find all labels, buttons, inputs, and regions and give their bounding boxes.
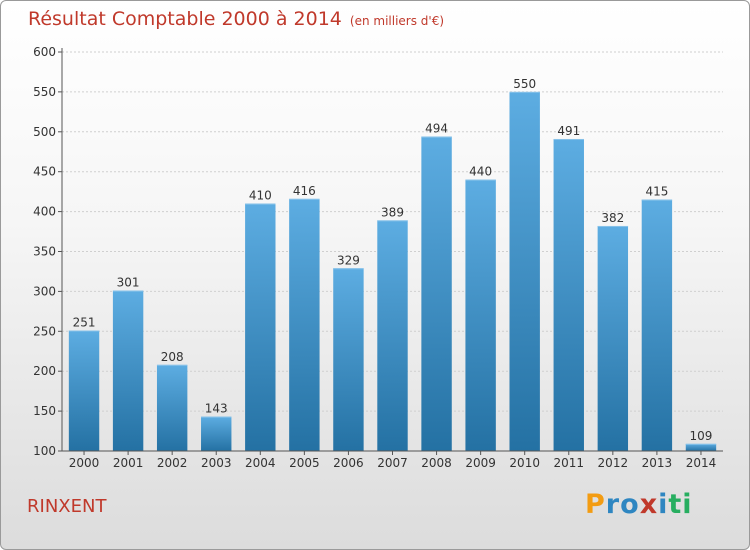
x-tick-label: 2003 <box>201 456 232 470</box>
bar <box>509 91 540 452</box>
bar <box>333 268 364 451</box>
bar-value-label: 143 <box>205 402 228 416</box>
bar-value-label: 550 <box>513 77 536 91</box>
y-tick-label: 550 <box>33 85 56 99</box>
bar <box>112 290 144 451</box>
logo-letter: i <box>658 489 669 520</box>
logo-letter: i <box>682 489 693 520</box>
logo-letter: t <box>668 489 683 520</box>
y-tick-label: 150 <box>33 404 56 418</box>
x-tick-label: 2009 <box>465 456 496 470</box>
bar-value-label: 329 <box>337 253 360 267</box>
x-tick-label: 2013 <box>642 456 673 470</box>
bar-value-label: 382 <box>601 211 624 225</box>
y-tick-label: 600 <box>33 45 56 59</box>
chart-title: Résultat Comptable 2000 à 2014 (en millie… <box>28 8 444 30</box>
bar <box>465 179 496 451</box>
y-tick-label: 450 <box>33 165 56 179</box>
proxiti-logo: Proxiti <box>585 489 693 520</box>
y-tick-label: 200 <box>33 364 56 378</box>
bar-value-label: 389 <box>381 205 404 219</box>
bar <box>553 138 584 451</box>
y-tick-label: 350 <box>33 245 56 259</box>
bar <box>68 330 100 451</box>
x-tick-label: 2004 <box>245 456 276 470</box>
bar-value-label: 416 <box>293 184 316 198</box>
y-tick-label: 500 <box>33 125 56 139</box>
y-tick-label: 400 <box>33 205 56 219</box>
x-tick-label: 2001 <box>113 456 144 470</box>
bar-value-label: 301 <box>117 276 140 290</box>
bar <box>289 198 320 451</box>
x-tick-label: 2011 <box>553 456 584 470</box>
bar <box>377 220 408 451</box>
x-tick-label: 2000 <box>69 456 100 470</box>
axes: 100 150 200 250 300 350 400 450 500 550 600 2000 200… <box>33 45 723 470</box>
x-tick-label: 2012 <box>598 456 629 470</box>
bars: 251 301 208 143 410 416 329 389 494 440 550 491 382 4… <box>68 77 717 452</box>
bar <box>685 443 717 451</box>
bar <box>156 364 188 451</box>
chart-title-text: Résultat Comptable 2000 à 2014 <box>28 8 342 30</box>
y-tick-label: 300 <box>33 284 56 298</box>
bar <box>641 199 673 451</box>
logo-letter: r <box>605 489 621 520</box>
bar <box>421 136 452 451</box>
x-tick-label: 2014 <box>686 456 717 470</box>
y-tick-label: 100 <box>33 444 56 458</box>
bar-value-label: 440 <box>469 165 492 179</box>
x-tick-label: 2010 <box>509 456 540 470</box>
bar <box>597 225 629 451</box>
x-tick-label: 2002 <box>157 456 188 470</box>
x-tick-label: 2008 <box>421 456 452 470</box>
bar <box>245 203 276 451</box>
y-tick-label: 250 <box>33 324 56 338</box>
bar-value-label: 415 <box>645 185 668 199</box>
bar <box>201 416 232 451</box>
logo-letter: o <box>620 489 640 520</box>
bar-value-label: 494 <box>425 122 448 136</box>
x-tick-label: 2007 <box>377 456 408 470</box>
bar-value-label: 251 <box>73 316 96 330</box>
bar-value-label: 208 <box>161 350 184 364</box>
logo-letter: x <box>639 489 659 520</box>
bar-value-label: 491 <box>557 124 580 138</box>
bar-value-label: 410 <box>249 189 272 203</box>
bar-value-label: 109 <box>690 429 713 443</box>
logo-letter: P <box>585 489 606 520</box>
commune-name: RINXENT <box>27 496 107 517</box>
x-tick-label: 2006 <box>333 456 364 470</box>
x-tick-label: 2005 <box>289 456 320 470</box>
chart-subtitle: (en milliers d'€) <box>349 14 445 28</box>
